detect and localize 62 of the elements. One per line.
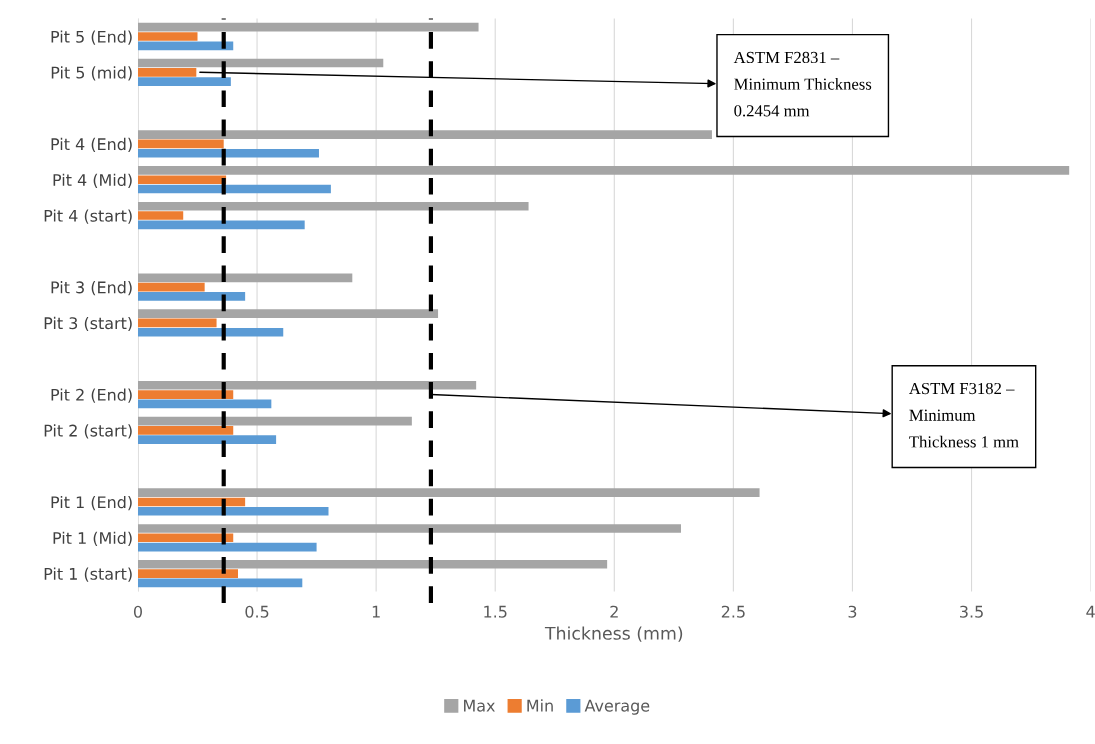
y-tick-label: Pit 2 (start): [44, 424, 132, 439]
y-tick-label: Pit 3 (start): [44, 316, 132, 332]
bar: [137, 318, 217, 328]
bar: [137, 578, 303, 588]
bar: [137, 524, 681, 533]
bar: [137, 327, 284, 337]
bar: [137, 22, 479, 32]
x-tick-label: 3.5: [960, 605, 983, 618]
y-tick-label: Pit 1 (End): [51, 495, 132, 511]
bar: [137, 58, 384, 68]
bar: [137, 390, 234, 399]
y-tick-label: Pit 2 (End): [51, 388, 132, 403]
y-tick-label: Pit 1 (start): [44, 567, 132, 582]
bar: [137, 559, 608, 569]
bar: [137, 220, 305, 230]
bar: [137, 201, 529, 211]
bar: [137, 184, 331, 194]
bar: [137, 67, 197, 77]
bar: [137, 166, 1070, 175]
x-tick-label: 1: [372, 605, 380, 618]
x-tick-label: 2: [610, 605, 618, 618]
bar: [137, 273, 353, 283]
bar: [137, 569, 238, 578]
bar: [137, 435, 277, 444]
bar: [137, 309, 439, 318]
y-tick-label: Pit 4 (start): [44, 209, 132, 224]
bar: [137, 542, 317, 552]
x-tick-label: 3: [848, 605, 857, 618]
bar: [137, 175, 227, 185]
legend-label: Max: [464, 699, 495, 712]
y-tick-label: Pit 5 (mid): [51, 66, 132, 81]
bar: [137, 506, 329, 516]
y-tick-label: Pit 4 (End): [51, 137, 132, 153]
y-tick-label: Pit 5 (End): [51, 30, 132, 45]
x-tick-label: 0.5: [245, 605, 269, 618]
annotation: ASTM F3182 – Minimum Thickness 1 mm: [909, 382, 1019, 448]
bar: [137, 139, 224, 149]
bar: [137, 130, 712, 139]
bar: [137, 282, 205, 292]
y-tick-label: Pit 4 (Mid): [53, 173, 132, 188]
bar: [137, 533, 234, 543]
bar: [137, 32, 198, 41]
bar: [137, 148, 319, 158]
bar: [137, 77, 231, 86]
legend-label: Average: [584, 699, 650, 715]
bar: [137, 41, 234, 51]
bar: [137, 380, 477, 390]
x-axis-title: Thickness (mm): [544, 626, 683, 642]
x-tick-label: 2.5: [721, 605, 745, 618]
bar: [137, 211, 184, 220]
bar: [137, 416, 412, 426]
y-tick-label: Pit 1 (Mid): [53, 531, 132, 546]
annotation: ASTM F2831 – Minimum Thickness 0.2454 mm: [733, 51, 872, 117]
y-tick-label: Pit 3 (End): [51, 281, 132, 296]
bar: [137, 292, 246, 301]
bar: [137, 399, 272, 409]
bar: [137, 426, 234, 435]
x-tick-label: 1.5: [484, 605, 507, 618]
x-tick-label: 0: [133, 605, 142, 618]
bar: [137, 488, 760, 497]
x-tick-label: 4: [1086, 605, 1095, 618]
legend-label: Min: [527, 699, 553, 712]
